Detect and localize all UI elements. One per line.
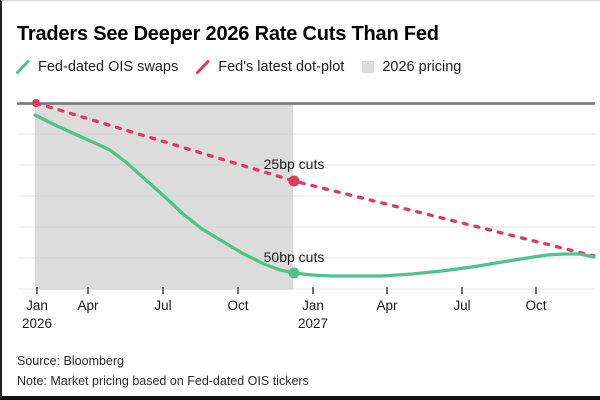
dot-plot-marker (32, 99, 40, 107)
legend-label-ois-swaps: Fed-dated OIS swaps (38, 59, 179, 75)
legend-label-2026-pricing: 2026 pricing (382, 59, 462, 75)
note-line: Note: Market pricing based on Fed-dated … (17, 374, 309, 388)
chart-footer: Source: Bloomberg Note: Market pricing b… (17, 351, 309, 391)
chart-title: Traders See Deeper 2026 Rate Cuts Than F… (17, 23, 439, 45)
ois-swaps-line (33, 113, 596, 278)
legend-label-dot-plot: Fed's latest dot-plot (218, 59, 345, 75)
green-slash-icon (16, 60, 30, 74)
x-tick-label: Jan (302, 298, 324, 313)
legend-item-dot-plot: Fed's latest dot-plot (195, 59, 344, 75)
ois-swaps-marker (288, 267, 300, 279)
x-tick-label: Jul (154, 298, 171, 313)
dot-plot-marker (288, 175, 300, 187)
x-tick-year-label: 2026 (22, 316, 52, 331)
x-tick-label: Oct (227, 298, 248, 313)
gray-square-icon (362, 61, 375, 73)
x-tick-label: Apr (376, 298, 398, 313)
x-tick-year-label: 2027 (298, 316, 328, 331)
legend-item-2026-pricing: 2026 pricing (361, 59, 461, 75)
legend-item-ois-swaps: Fed-dated OIS swaps (15, 59, 178, 75)
annotation-label: 50bp cuts (264, 249, 325, 265)
pink-slash-icon (196, 60, 210, 74)
x-tick-label: Jul (453, 298, 470, 313)
source-line: Source: Bloomberg (17, 354, 125, 368)
x-tick-label: Jan (26, 298, 48, 313)
annotation-label: 25bp cuts (264, 156, 325, 172)
x-tick-label: Oct (525, 298, 546, 313)
chart-legend: Fed-dated OIS swaps Fed's latest dot-plo… (15, 59, 461, 75)
x-tick-label: Apr (77, 298, 99, 313)
chart-canvas: Jan 2026 Apr Jul Oct Jan 2027 Apr Jul Oct 25bp cut… (17, 99, 596, 331)
